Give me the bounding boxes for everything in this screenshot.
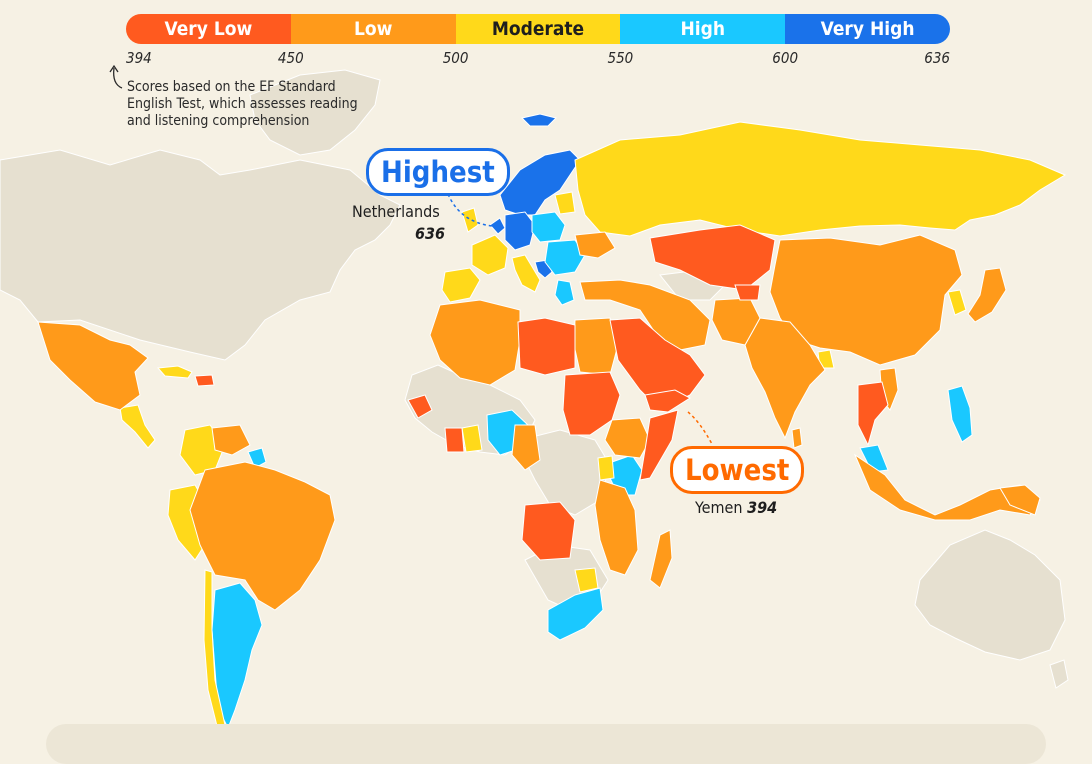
region-new-zealand [1049, 659, 1069, 689]
country-svalbard [521, 113, 557, 127]
country-greece [554, 279, 575, 306]
lowest-country: Yemen [695, 498, 743, 517]
region-australia [914, 529, 1066, 661]
country-yemen [644, 389, 691, 413]
country-south-africa [547, 587, 604, 641]
country-thailand [857, 381, 889, 447]
country-mexico [37, 321, 149, 411]
region-north-america [0, 149, 401, 361]
country-china [769, 234, 963, 366]
country-zimbabwe [574, 567, 599, 593]
world-map [0, 69, 1069, 731]
country-png [999, 484, 1041, 516]
country-kazakhstan [649, 224, 776, 291]
legend-ticks: 394 450 500 550 600 636 [126, 49, 950, 67]
country-haiti-dr [194, 374, 215, 387]
very-low-countries [194, 224, 889, 561]
lowest-label-row: Yemen 394 [695, 498, 777, 517]
country-north-africa [429, 299, 521, 386]
country-france [471, 234, 509, 276]
country-ghana [461, 424, 483, 453]
country-libya [517, 317, 576, 376]
country-sudan [562, 371, 621, 436]
country-cuba [156, 365, 193, 379]
country-poland [531, 211, 566, 243]
country-eastern-europe [544, 239, 586, 276]
highest-callout: Highest [366, 148, 510, 196]
legend-very-low: Very Low [126, 14, 291, 44]
country-cameroon [511, 424, 541, 471]
country-italy [511, 254, 541, 293]
lowest-leader-line [687, 411, 713, 445]
country-uk [461, 207, 479, 233]
country-ivory-coast [444, 427, 465, 453]
country-madagascar [649, 529, 673, 589]
country-russia [574, 121, 1067, 237]
note-arrow-icon [109, 64, 123, 89]
country-saudi-arabia [609, 317, 706, 411]
legend-very-high: Very High [785, 14, 950, 44]
country-baltics [554, 191, 576, 215]
country-indonesia [853, 453, 1041, 521]
country-turkey-iran [579, 279, 711, 351]
country-angola [521, 501, 576, 561]
country-kyrgyzstan [734, 284, 761, 301]
legend-tick: 636 [924, 49, 950, 67]
legend-high: High [620, 14, 786, 44]
country-brazil [189, 461, 336, 611]
highest-score: 636 [415, 224, 446, 243]
country-sri-lanka [791, 427, 803, 449]
country-philippines [947, 385, 973, 443]
legend-tick: 550 [607, 49, 634, 67]
score-note: Scores based on the EF Standard English … [127, 79, 358, 129]
country-uganda [597, 455, 615, 481]
legend-tick: 600 [772, 49, 799, 67]
country-korea [947, 289, 967, 316]
country-tanzania-mozambique [594, 479, 639, 576]
highest-country: Netherlands [352, 202, 440, 221]
legend-tick: 450 [277, 49, 304, 67]
country-senegal [407, 394, 433, 419]
map-svg [0, 69, 1069, 731]
country-ukraine [574, 231, 616, 259]
country-ethiopia [604, 417, 651, 459]
country-venezuela [211, 424, 251, 456]
legend-tick: 500 [442, 49, 469, 67]
lowest-score: 394 [747, 498, 778, 517]
country-netherlands [489, 217, 506, 235]
legend-moderate: Moderate [455, 14, 621, 44]
legend-bar: Very Low Low Moderate High Very High [126, 14, 950, 44]
country-germany [504, 211, 536, 251]
high-countries [211, 211, 973, 730]
country-guyana [247, 447, 267, 469]
region-greenland [249, 69, 381, 156]
lowest-callout: Lowest [670, 446, 805, 494]
bottom-panel [46, 724, 1046, 764]
country-somalia [639, 409, 679, 481]
country-india [744, 317, 826, 440]
country-japan [967, 267, 1007, 323]
low-countries [37, 231, 1041, 611]
country-central-america [119, 404, 156, 449]
legend-tick: 394 [126, 49, 152, 67]
country-spain [441, 267, 481, 303]
legend-low: Low [290, 14, 456, 44]
